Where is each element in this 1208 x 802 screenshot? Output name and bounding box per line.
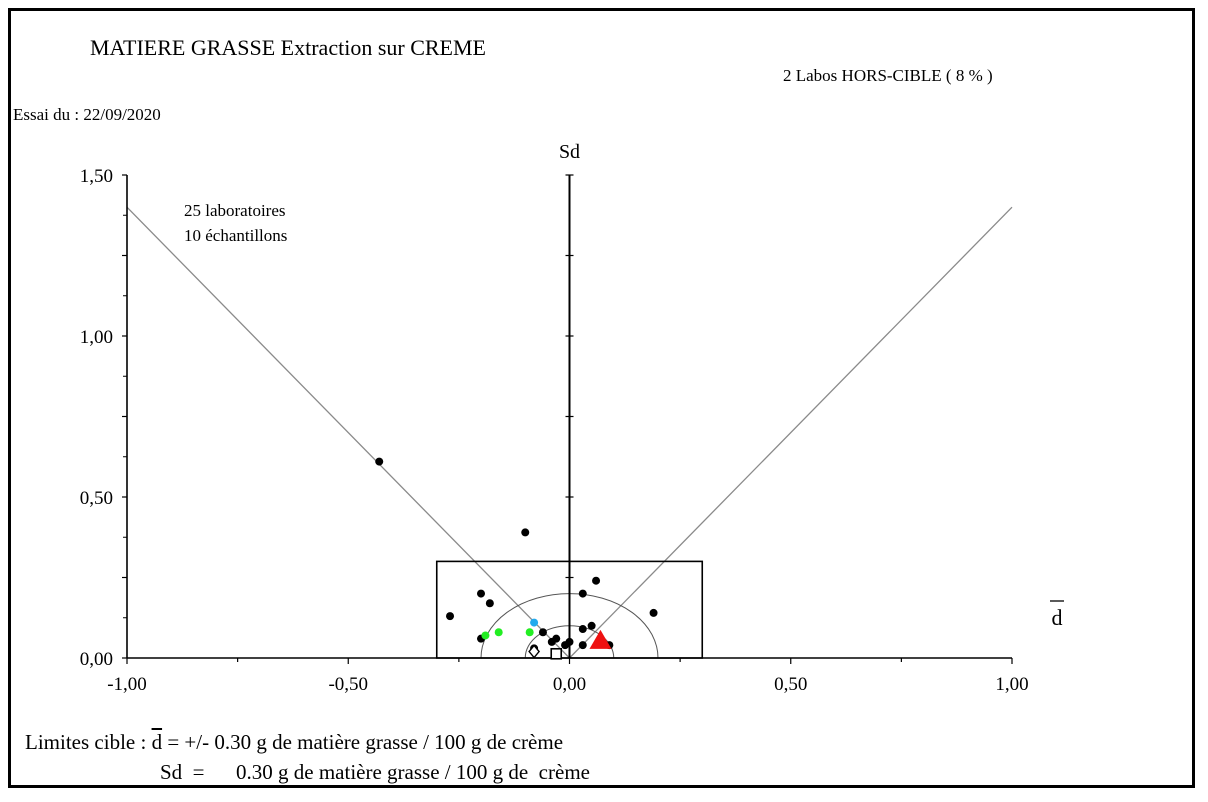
- data-point: [578, 589, 587, 598]
- reference-line: [126, 206, 570, 659]
- data-point-square: [550, 647, 563, 660]
- test-date: Essai du : 22/09/2020: [13, 105, 161, 124]
- data-point-triangle: [589, 629, 612, 649]
- data-point-diamond: [528, 644, 541, 659]
- data-point: [578, 641, 587, 650]
- data-point: [649, 608, 658, 617]
- data-point: [525, 628, 534, 637]
- data-point: [565, 637, 574, 646]
- target-limits-d-symbol: d: [151, 730, 163, 754]
- data-point: [587, 621, 596, 630]
- data-point: [521, 528, 530, 537]
- x-tick-label: 1,00: [995, 674, 1028, 695]
- data-point: [446, 612, 455, 621]
- x-tick-label: 0,00: [553, 674, 586, 695]
- x-tick-label: -1,00: [107, 674, 147, 695]
- data-point: [538, 628, 547, 637]
- data-point: [552, 634, 561, 643]
- annotation-labs: 25 laboratoires: [184, 201, 286, 220]
- data-point: [530, 618, 539, 627]
- annotation-samples: 10 échantillons: [184, 226, 288, 245]
- y-tick-label: 0,00: [80, 649, 113, 670]
- outliers-note: 2 Labos HORS-CIBLE ( 8 % ): [783, 66, 993, 85]
- target-limits-prefix: Limites cible :: [25, 730, 152, 754]
- target-limits-sd: Sd = 0.30 g de matière grasse / 100 g de…: [160, 760, 590, 784]
- x-axis-label: d: [1052, 605, 1063, 630]
- data-point: [375, 457, 384, 466]
- x-tick-label: -0,50: [328, 674, 368, 695]
- y-tick-label: 1,50: [80, 166, 113, 187]
- y-axis-label: Sd: [559, 141, 580, 163]
- data-point: [481, 631, 490, 640]
- target-limits-d-text: = +/- 0.30 g de matière grasse / 100 g d…: [162, 730, 564, 754]
- data-point: [494, 628, 503, 637]
- y-tick-label: 0,50: [80, 488, 113, 509]
- data-point: [485, 599, 494, 608]
- reference-line: [569, 206, 1013, 659]
- data-point: [477, 589, 485, 598]
- target-limits-d: Limites cible : d = +/- 0.30 g de matièr…: [25, 732, 563, 753]
- x-tick-label: 0,50: [774, 674, 807, 695]
- y-tick-label: 1,00: [80, 327, 113, 348]
- chart-frame: [8, 8, 1195, 788]
- data-point: [592, 576, 601, 585]
- chart-title: MATIERE GRASSE Extraction sur CREME: [90, 35, 486, 60]
- data-point: [578, 625, 587, 634]
